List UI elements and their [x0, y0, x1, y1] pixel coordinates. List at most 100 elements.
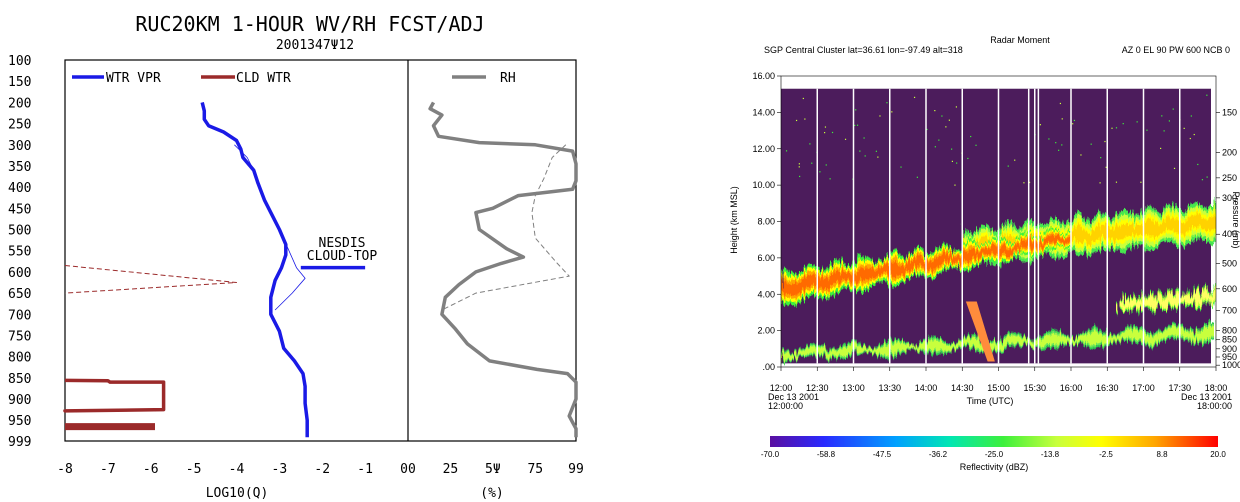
- colorbar-tick-label: -13.8: [1041, 450, 1060, 459]
- radar-speckle: [1100, 157, 1102, 159]
- ruc-y-tick-999: 999: [8, 435, 31, 450]
- radar-start-date: Dec 13 2001: [768, 392, 819, 402]
- series-cld-wtr-outline: [63, 378, 166, 413]
- radar-speckle: [1059, 102, 1062, 105]
- radar-pressure-tick-label: 800: [1222, 326, 1237, 336]
- radar-speckle: [819, 171, 821, 173]
- colorbar-label: Reflectivity (dBZ): [960, 462, 1029, 472]
- radar-speckle: [804, 118, 806, 120]
- series-wtr-vpr-adjusted: [234, 144, 306, 311]
- radar-speckle: [1048, 138, 1050, 140]
- radar-speckle: [970, 135, 972, 138]
- ruc-y-tick-650: 650: [8, 287, 31, 302]
- radar-speckle: [934, 109, 936, 112]
- radar-y-tick-label: 10.00: [752, 180, 775, 190]
- radar-speckle: [951, 160, 953, 162]
- radar-speckle: [1189, 137, 1191, 140]
- ruc-y-tick-800: 800: [8, 351, 31, 366]
- radar-y-tick-label: 6.00: [757, 253, 775, 263]
- radar-speckle: [1163, 130, 1165, 132]
- radar-ylabel-right: Pressure (mb): [1231, 191, 1240, 248]
- series-wtr-vpr: [200, 101, 309, 438]
- radar-x-tick-label: 17:00: [1132, 383, 1155, 393]
- radar-speckle: [916, 176, 918, 178]
- radar-x-tick-label: 18:00: [1205, 383, 1228, 393]
- ruc-left-x-tick: -2: [314, 462, 330, 477]
- series-rh: [428, 101, 578, 438]
- radar-speckle: [975, 144, 977, 146]
- radar-speckle: [864, 155, 866, 157]
- ruc-right-x-tick: 75: [527, 462, 543, 477]
- ruc-title: RUC20KM 1-HOUR WV/RH FCST/ADJ: [135, 12, 484, 36]
- radar-pressure-tick-label: 150: [1222, 107, 1237, 117]
- radar-speckle: [1206, 94, 1208, 96]
- radar-speckle: [799, 175, 801, 178]
- ruc-right-x-tick: 25: [443, 462, 459, 477]
- radar-speckle: [926, 128, 928, 131]
- radar-speckle: [1183, 127, 1185, 129]
- ruc-right-x-axis: 25 5Ψ 75 99: [443, 462, 584, 477]
- ruc-y-tick-850: 850: [8, 372, 31, 387]
- radar-y-tick-label: 8.00: [757, 217, 775, 227]
- radar-y-tick-label: 2.00: [757, 326, 775, 336]
- radar-pressure-tick-label: 1000: [1222, 360, 1240, 370]
- ruc-left-x-tick: -6: [143, 462, 159, 477]
- radar-speckle: [1028, 181, 1031, 184]
- radar-speckle: [891, 111, 893, 113]
- ruc-right-xlabel: (%): [480, 486, 503, 501]
- radar-speckle: [913, 96, 916, 99]
- radar-speckle: [1161, 115, 1163, 117]
- radar-speckle: [1058, 149, 1060, 151]
- ruc-left-x-tick: -4: [229, 462, 245, 477]
- ruc-y-tick-250: 250: [8, 118, 31, 133]
- radar-speckle: [948, 119, 950, 121]
- colorbar-tick-label: -47.5: [873, 450, 892, 459]
- ruc-left-x-tick: 00: [400, 462, 416, 477]
- radar-speckle: [798, 166, 800, 168]
- radar-speckle: [824, 132, 826, 134]
- radar-speckle: [1197, 163, 1199, 166]
- radar-speckle: [1055, 142, 1057, 144]
- radar-speckle: [1115, 181, 1118, 183]
- colorbar-tick-label: 20.0: [1210, 450, 1226, 459]
- radar-y-tick-label: 12.00: [752, 144, 775, 154]
- ruc-left-x-tick: -3: [272, 462, 288, 477]
- radar-x-tick-label: 16:00: [1060, 383, 1083, 393]
- ruc-left-x-tick: -7: [100, 462, 116, 477]
- radar-speckle: [1080, 154, 1082, 156]
- colorbar-tick-label: -58.8: [817, 450, 836, 459]
- radar-pressure-tick-label: 500: [1222, 258, 1237, 268]
- radar-speckle: [1168, 120, 1170, 122]
- ruc-y-tick-400: 400: [8, 181, 31, 196]
- colorbar-tick-label: -2.5: [1099, 450, 1113, 459]
- radar-speckle: [1099, 182, 1101, 184]
- ruc-y-tick-150: 150: [8, 75, 31, 90]
- legend-label-cld-wtr: CLD WTR: [236, 71, 291, 86]
- radar-x-tick-label: 15:30: [1023, 383, 1046, 393]
- radar-speckle: [1140, 181, 1142, 183]
- radar-speckle: [829, 178, 831, 180]
- radar-x-tick-label: 16:30: [1096, 383, 1119, 393]
- radar-speckle: [1160, 147, 1162, 150]
- radar-speckle: [1190, 115, 1192, 117]
- radar-end-date: Dec 13 2001: [1181, 392, 1232, 402]
- nesdis-label: NESDIS: [319, 236, 366, 251]
- ruc-y-tick-500: 500: [8, 224, 31, 239]
- radar-speckle: [1039, 124, 1042, 126]
- ruc-y-axis: 100 150 200 250 300 350 400 450 500 550 600 650 700 7…: [8, 54, 31, 450]
- radar-pressure-tick-label: 950: [1222, 352, 1237, 362]
- radar-xlabel: Time (UTC): [967, 396, 1014, 406]
- ruc-left-x-tick: -5: [186, 462, 202, 477]
- ruc-y-tick-550: 550: [8, 245, 31, 260]
- ruc-y-tick-450: 450: [8, 202, 31, 217]
- ruc-y-tick-300: 300: [8, 139, 31, 154]
- radar-speckle: [1014, 159, 1016, 161]
- radar-speckle: [809, 143, 811, 145]
- radar-speckle: [954, 184, 956, 186]
- radar-speckle: [1073, 119, 1076, 122]
- ruc-y-tick-700: 700: [8, 308, 31, 323]
- ruc-y-tick-100: 100: [8, 54, 31, 69]
- radar-speckle: [798, 163, 800, 165]
- radar-speckle: [875, 150, 877, 152]
- radar-speckle: [856, 124, 859, 126]
